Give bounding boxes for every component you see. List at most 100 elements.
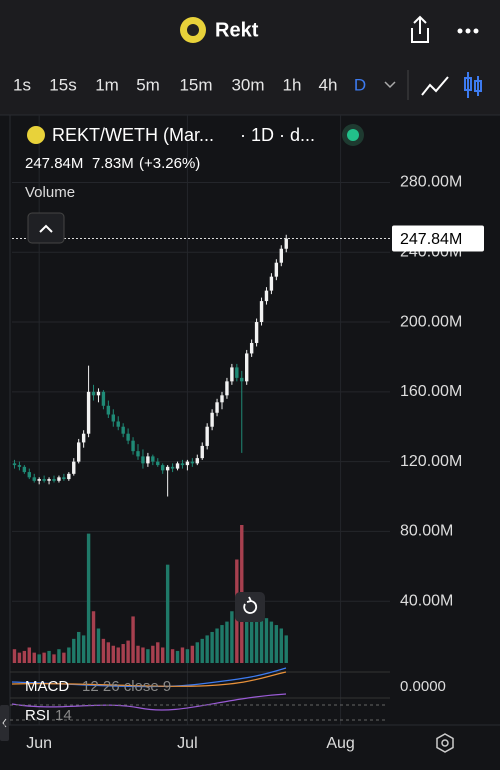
y-tick-label: 200.00M bbox=[400, 313, 462, 330]
candle-body bbox=[264, 290, 269, 302]
timeframe-button[interactable]: 15m bbox=[179, 75, 212, 94]
settings-dot bbox=[441, 739, 449, 747]
candle-body bbox=[245, 353, 249, 382]
timeframe-button[interactable]: D bbox=[354, 75, 366, 94]
more-button[interactable] bbox=[457, 28, 479, 34]
rsi-line bbox=[11, 693, 287, 711]
candle-body bbox=[32, 477, 36, 481]
timeframe-button[interactable]: 1m bbox=[95, 75, 119, 94]
candle-icon-wick bbox=[467, 72, 479, 98]
volume-bar bbox=[190, 645, 195, 663]
candle-body bbox=[72, 461, 76, 474]
volume-bar bbox=[111, 645, 115, 663]
volume-bar bbox=[136, 645, 140, 663]
share-arrow bbox=[413, 15, 427, 34]
candle-body bbox=[205, 426, 209, 446]
candle-body bbox=[170, 466, 175, 469]
volume-bar bbox=[67, 647, 71, 663]
volume-bar bbox=[12, 649, 17, 663]
candle-body bbox=[146, 456, 150, 464]
volume-bar bbox=[17, 652, 22, 663]
share-button[interactable] bbox=[411, 15, 429, 43]
timeframe-button[interactable]: 5m bbox=[136, 75, 160, 94]
candle-body bbox=[111, 414, 115, 422]
volume-bar bbox=[225, 621, 229, 663]
x-tick-label: Jul bbox=[177, 735, 197, 752]
rsi-label: RSI bbox=[25, 707, 50, 724]
candle-body bbox=[91, 391, 96, 396]
timeframe-button[interactable]: 1s bbox=[13, 75, 31, 94]
y-tick-label: 280.00M bbox=[400, 174, 462, 191]
candle-body bbox=[215, 402, 219, 413]
dot bbox=[465, 28, 471, 34]
volume-bar bbox=[185, 649, 190, 663]
reset-button[interactable] bbox=[235, 592, 265, 622]
y-tick-label: 40.00M bbox=[400, 592, 453, 609]
timeframe-button[interactable]: 1h bbox=[283, 75, 302, 94]
legend-logo bbox=[27, 126, 45, 144]
candle-body bbox=[126, 433, 130, 441]
reset-icon bbox=[243, 596, 258, 614]
timeframe-button[interactable]: 30m bbox=[231, 75, 264, 94]
settings-button[interactable] bbox=[436, 733, 454, 753]
volume-bar bbox=[126, 640, 130, 663]
candle-body bbox=[47, 479, 51, 481]
volume-bar bbox=[91, 611, 96, 663]
timeframe-more[interactable] bbox=[384, 81, 396, 89]
timeframe-button[interactable]: 15s bbox=[49, 75, 76, 94]
candle-body bbox=[67, 473, 71, 480]
candle-body bbox=[12, 463, 17, 466]
side-panel-tab[interactable] bbox=[0, 705, 9, 741]
candle-body bbox=[269, 276, 274, 291]
volume-bar bbox=[32, 652, 36, 663]
volume-bar bbox=[116, 647, 120, 663]
plot: 40.00M80.00M120.00M160.00M200.00M240.00M… bbox=[12, 115, 484, 725]
volume-bar bbox=[274, 625, 279, 663]
legend-price: 247.84M bbox=[25, 155, 83, 172]
candle-body bbox=[131, 440, 135, 452]
dot bbox=[457, 28, 463, 34]
x-tick-label: Aug bbox=[326, 735, 354, 752]
candle-body bbox=[37, 479, 41, 481]
legend-interval: · 1D · d... bbox=[240, 125, 315, 145]
volume-bar bbox=[180, 647, 185, 663]
candle-body bbox=[279, 248, 283, 263]
candle-body bbox=[190, 461, 195, 464]
dot bbox=[473, 28, 479, 34]
collapse-button[interactable] bbox=[27, 212, 65, 244]
volume-bar bbox=[77, 631, 81, 663]
collapse-chevron bbox=[39, 224, 53, 233]
candle-body bbox=[220, 395, 224, 403]
candle-icon-body bbox=[474, 80, 482, 92]
candle-body bbox=[22, 466, 27, 473]
status-dot bbox=[347, 129, 359, 141]
candle-body bbox=[185, 461, 190, 466]
candle-body bbox=[17, 465, 22, 467]
candle-body bbox=[121, 426, 125, 434]
volume-bar bbox=[42, 652, 46, 663]
candle-body bbox=[86, 391, 91, 434]
volume-label: Volume bbox=[25, 184, 75, 201]
volume-bar bbox=[205, 635, 209, 663]
legend-change: 7.83M bbox=[92, 155, 134, 172]
candle-style-button[interactable] bbox=[464, 72, 482, 98]
candle-body bbox=[156, 461, 160, 466]
candle-body bbox=[225, 381, 229, 396]
token-logo-inner bbox=[187, 24, 199, 36]
candle-body bbox=[161, 465, 165, 471]
volume-bar bbox=[47, 650, 51, 663]
header-title: Rekt bbox=[215, 19, 259, 41]
volume-bar bbox=[27, 647, 31, 663]
share-box bbox=[411, 28, 429, 43]
volume-bar bbox=[264, 618, 269, 663]
candle-body bbox=[52, 479, 56, 481]
candle-body bbox=[235, 367, 239, 378]
candle-body bbox=[175, 463, 180, 469]
line-style-button[interactable] bbox=[421, 76, 449, 96]
candle-body bbox=[136, 451, 140, 457]
volume-bar bbox=[131, 616, 135, 663]
timeframe-button[interactable]: 4h bbox=[319, 75, 338, 94]
candle-body bbox=[195, 458, 199, 464]
volume-bar bbox=[269, 621, 274, 663]
